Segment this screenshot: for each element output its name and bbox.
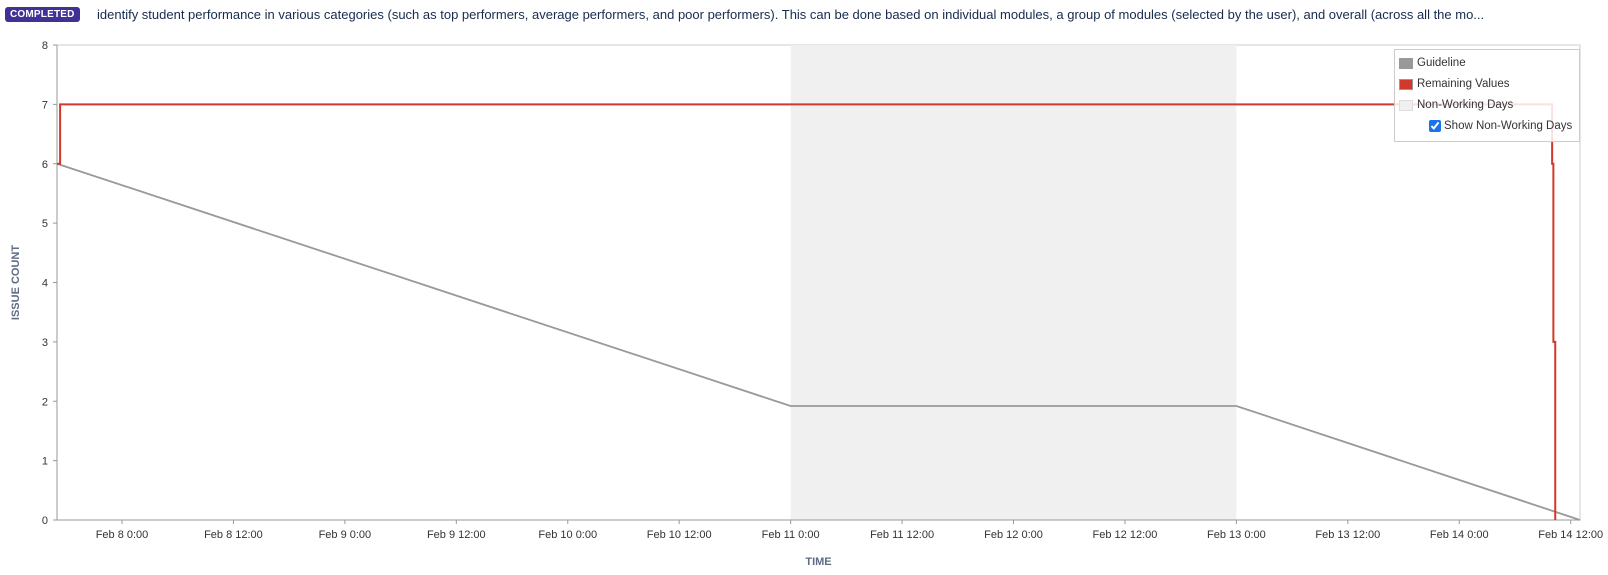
x-tick-label: Feb 13 0:00 bbox=[1207, 529, 1266, 541]
x-tick-label: Feb 9 12:00 bbox=[427, 529, 486, 541]
issue-header: COMPLETED identify student performance i… bbox=[0, 0, 1608, 30]
x-tick-label: Feb 11 0:00 bbox=[762, 529, 820, 541]
x-tick-label: Feb 12 12:00 bbox=[1093, 529, 1158, 541]
guideline-swatch bbox=[1399, 57, 1413, 69]
show-non-working-days-toggle[interactable]: Show Non-Working Days bbox=[1429, 118, 1572, 134]
y-tick-label: 1 bbox=[42, 456, 48, 468]
legend-item-non-working-days[interactable]: Non-Working Days bbox=[1399, 97, 1513, 113]
checkbox-label: Show Non-Working Days bbox=[1444, 120, 1573, 132]
non-working-band bbox=[790, 45, 1237, 520]
y-tick-label: 3 bbox=[42, 337, 48, 349]
x-tick-label: Feb 12 0:00 bbox=[984, 529, 1043, 541]
y-tick-label: 7 bbox=[42, 99, 48, 111]
y-tick-label: 4 bbox=[42, 278, 48, 290]
x-tick-label: Feb 10 0:00 bbox=[538, 529, 597, 541]
show-non-working-days-checkbox[interactable] bbox=[1429, 119, 1441, 132]
y-tick-label: 2 bbox=[42, 396, 48, 408]
y-tick-label: 0 bbox=[42, 515, 48, 527]
y-axis-title: ISSUE COUNT bbox=[10, 245, 22, 320]
non-working-days-swatch bbox=[1399, 99, 1413, 111]
x-tick-label: Feb 13 12:00 bbox=[1315, 529, 1380, 541]
legend-label: Remaining Values bbox=[1417, 78, 1510, 90]
x-tick-label: Feb 8 12:00 bbox=[204, 529, 263, 541]
legend-item-remaining-values[interactable]: Remaining Values bbox=[1399, 76, 1509, 92]
chart-legend: Guideline Remaining Values Non-Working D… bbox=[1394, 49, 1580, 142]
series-remaining-values bbox=[57, 103, 1557, 520]
legend-item-guideline[interactable]: Guideline bbox=[1399, 55, 1466, 71]
remaining-values-swatch bbox=[1399, 78, 1413, 90]
x-tick-label: Feb 14 0:00 bbox=[1430, 529, 1489, 541]
x-tick-label: Feb 10 12:00 bbox=[647, 529, 712, 541]
y-tick-label: 5 bbox=[42, 218, 48, 230]
x-tick-label: Feb 11 12:00 bbox=[870, 529, 934, 541]
series-guideline bbox=[56, 162, 1581, 521]
x-axis-title: TIME bbox=[805, 556, 831, 568]
y-tick-label: 8 bbox=[42, 40, 48, 52]
x-tick-label: Feb 8 0:00 bbox=[96, 529, 149, 541]
legend-label: Guideline bbox=[1417, 57, 1466, 69]
legend-label: Non-Working Days bbox=[1417, 99, 1514, 111]
x-tick-label: Feb 14 12:00 bbox=[1538, 529, 1603, 541]
x-tick-label: Feb 9 0:00 bbox=[319, 529, 372, 541]
y-tick-label: 6 bbox=[42, 159, 48, 171]
status-badge: COMPLETED bbox=[5, 7, 80, 22]
